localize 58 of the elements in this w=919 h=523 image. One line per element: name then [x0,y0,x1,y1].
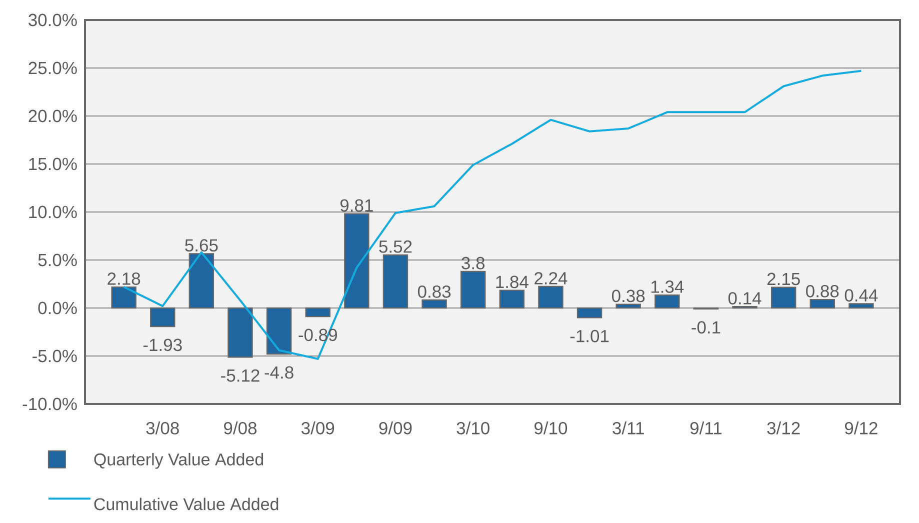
data-label: -0.1 [692,321,720,334]
data-label: 5.65 [185,239,218,252]
x-tick-label: 3/10 [456,422,490,434]
data-label: 2.15 [767,272,800,286]
x-tick-label: 9/10 [534,422,568,434]
bar [810,298,835,309]
y-tick-label: -10.0% [22,398,77,410]
data-label: -4.8 [264,366,294,379]
data-label: -1.01 [570,330,609,342]
y-tick-label: 30.0% [28,14,77,26]
x-tick-label: 3/09 [302,422,334,434]
bar [576,307,602,318]
data-label: 1.84 [496,276,528,288]
bar [382,254,408,309]
data-label: 0.44 [844,289,878,302]
x-tick-label: 3/08 [146,422,179,434]
bar [150,307,176,328]
data-label: 0.38 [612,290,645,302]
legend-label: Quarterly Value Added [94,452,264,469]
bar [188,253,214,309]
x-tick-label: 3/12 [767,422,800,434]
x-tick-label: 9/08 [224,422,257,434]
data-label: 0.83 [418,285,451,298]
y-tick-label: 5.0% [38,254,77,266]
data-label: 5.52 [379,240,412,253]
data-label: 1.34 [651,280,684,293]
y-tick-label: -5.0% [32,350,77,362]
bar [344,213,370,309]
x-tick-label: 9/12 [844,422,878,434]
bar [228,307,253,358]
bar [460,270,486,309]
data-label: 3.8 [462,256,484,270]
bar [305,307,330,318]
x-tick-label: 3/11 [612,422,644,434]
data-label: -1.93 [143,338,182,352]
data-label: 2.18 [108,272,140,285]
bar [266,307,292,355]
y-tick-label: 20.0% [28,110,77,122]
bar [111,286,136,309]
y-tick-label: 0.0% [38,302,77,314]
y-tick-label: 25.0% [28,62,77,74]
data-label: 0.88 [806,284,839,298]
bar [654,294,680,309]
bar [499,290,525,309]
data-label: -5.12 [221,369,260,382]
x-tick-label: 9/11 [690,422,722,434]
bar [848,303,874,309]
data-label: 2.24 [534,272,568,284]
bar [538,286,564,309]
x-tick-label: 9/09 [379,422,412,434]
data-label: 0.14 [728,292,762,304]
bar [770,286,796,309]
bar [422,299,447,309]
data-label: 9.81 [340,199,373,212]
y-tick-label: 15.0% [29,158,77,170]
bar [616,304,641,309]
y-tick-label: 10.0% [29,206,77,218]
legend-label: Cumulative Value Added [94,498,278,510]
